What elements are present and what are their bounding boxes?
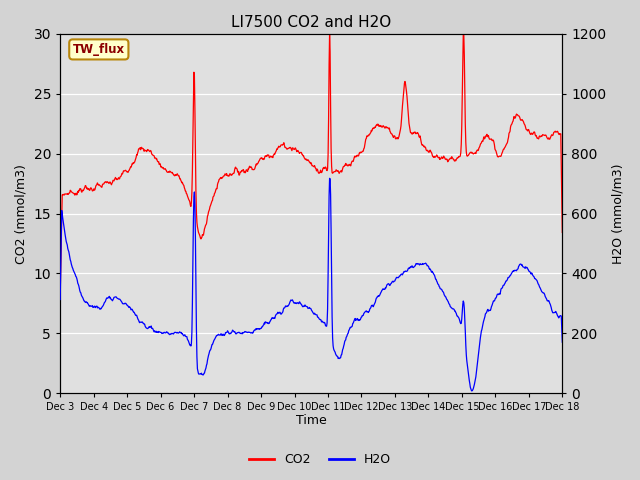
Legend: CO2, H2O: CO2, H2O [244, 448, 396, 471]
Title: LI7500 CO2 and H2O: LI7500 CO2 and H2O [231, 15, 392, 30]
X-axis label: Time: Time [296, 414, 326, 427]
Y-axis label: CO2 (mmol/m3): CO2 (mmol/m3) [15, 164, 28, 264]
Y-axis label: H2O (mmol/m3): H2O (mmol/m3) [612, 163, 625, 264]
Text: TW_flux: TW_flux [73, 43, 125, 56]
